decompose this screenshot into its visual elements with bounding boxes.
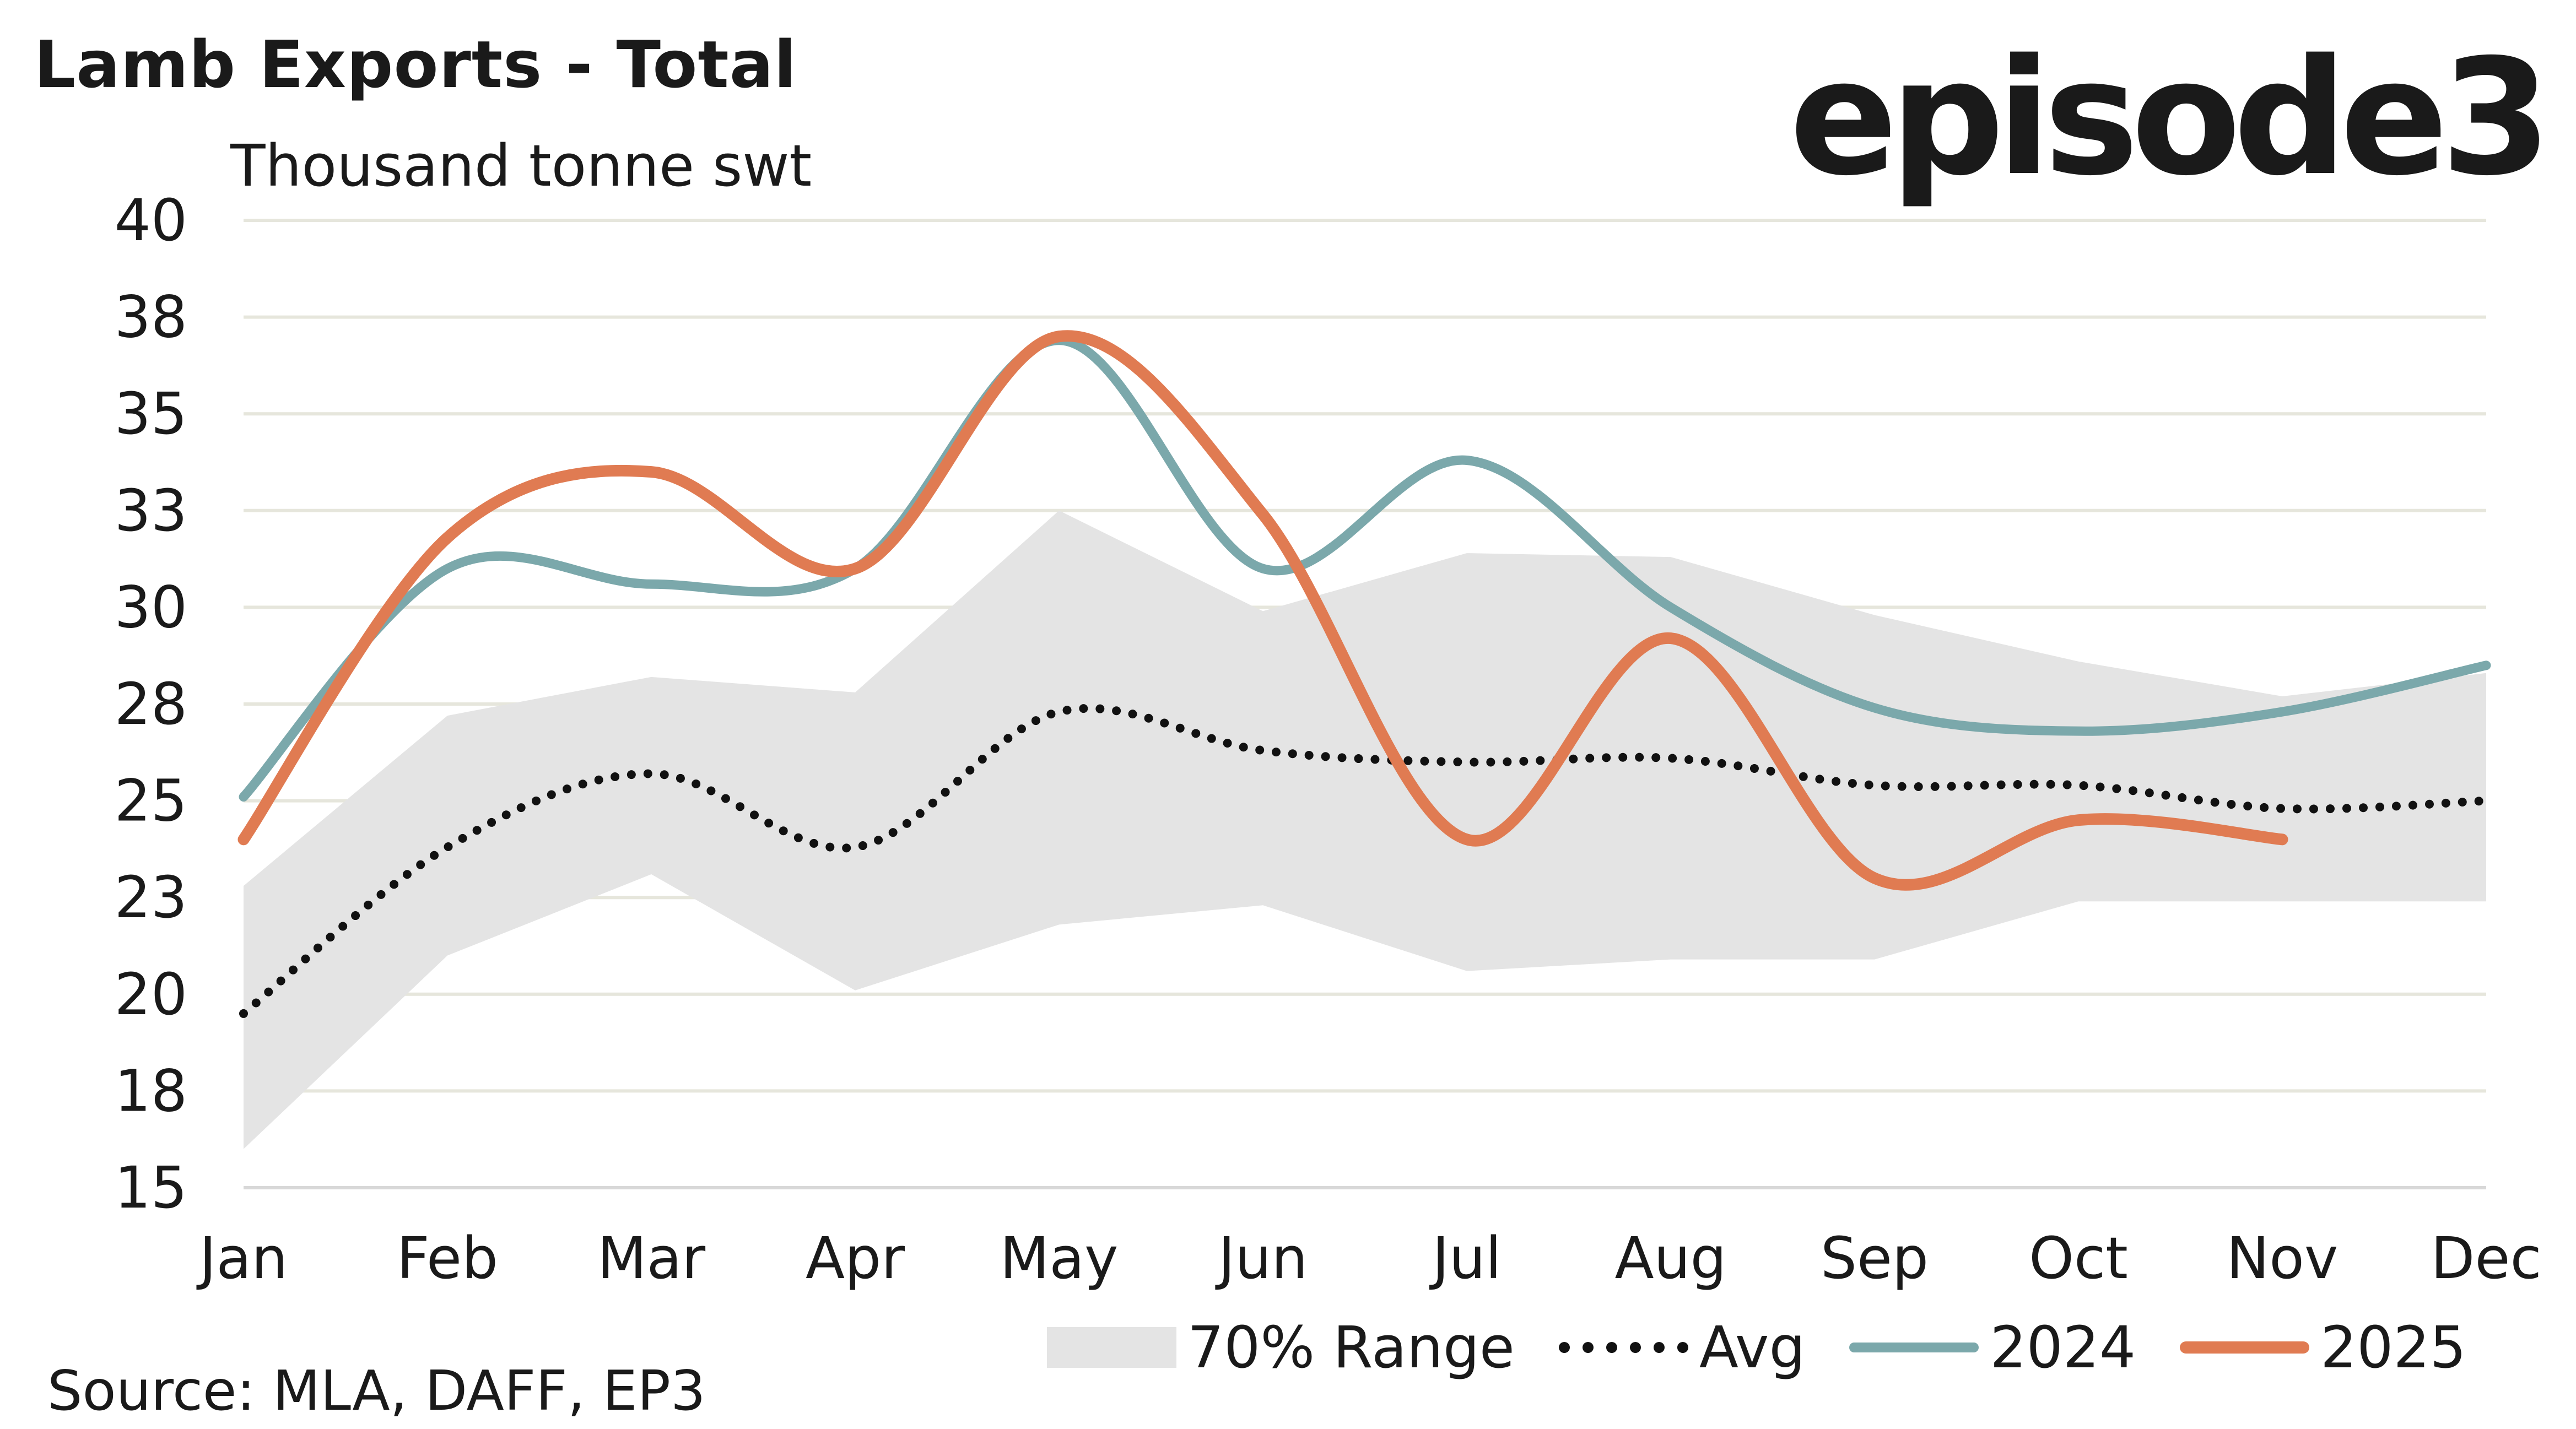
y-tick-label: 28 (115, 670, 187, 738)
legend: 70% Range Avg 2024 2025 (1047, 1314, 2466, 1381)
legend-label-2024: 2024 (1990, 1314, 2136, 1381)
series-line-2025 (237, 330, 2288, 891)
legend-item-range: 70% Range (1047, 1314, 1515, 1381)
x-tick-label: Oct (2029, 1225, 2128, 1292)
legend-swatch-2024 (1849, 1343, 1979, 1352)
chart-title: Lamb Exports - Total (34, 26, 797, 102)
legend-item-2025: 2025 (2180, 1314, 2466, 1381)
x-tick-label: Jun (1215, 1225, 1308, 1292)
legend-label-2025: 2025 (2320, 1314, 2466, 1381)
series-line-2024 (239, 335, 2491, 802)
range-band-area (244, 510, 2486, 1149)
x-tick-label: Sep (1821, 1225, 1929, 1292)
y-tick-label: 23 (115, 864, 187, 931)
x-tick-label: Feb (397, 1225, 498, 1292)
legend-swatch-2025 (2180, 1341, 2310, 1354)
x-tick-label: Jul (1429, 1225, 1501, 1292)
series-line-avg (239, 703, 2491, 1018)
y-tick-label: 15 (115, 1154, 187, 1221)
brand-logo: episode3 (1789, 25, 2552, 211)
x-tick-label: Aug (1614, 1225, 1726, 1292)
y-tick-label: 25 (115, 767, 187, 835)
legend-label-avg: Avg (1699, 1314, 1806, 1381)
y-tick-label: 38 (115, 284, 187, 351)
y-tick-label: 33 (115, 477, 187, 544)
source-note: Source: MLA, DAFF, EP3 (47, 1358, 706, 1423)
x-tick-label: Nov (2227, 1225, 2339, 1292)
x-tick-label: Jan (196, 1225, 288, 1292)
y-tick-label: 35 (115, 380, 187, 447)
legend-item-2024: 2024 (1849, 1314, 2136, 1381)
legend-swatch-avg (1558, 1342, 1688, 1353)
x-tick-label: Apr (806, 1225, 905, 1292)
x-tick-labels: Jan Feb Mar Apr May Jun Jul Aug Sep Oct Nov Dec (196, 1225, 2542, 1292)
y-tick-label: 30 (115, 573, 187, 641)
x-tick-label: May (1000, 1225, 1118, 1292)
y-tick-labels: 15 18 20 23 25 28 30 33 35 38 40 (115, 187, 187, 1221)
x-tick-label: Dec (2431, 1225, 2541, 1292)
x-tick-label: Mar (597, 1225, 705, 1292)
y-axis-unit-label: Thousand tonne swt (230, 132, 812, 199)
y-tick-label: 18 (115, 1057, 187, 1124)
legend-item-avg: Avg (1558, 1314, 1806, 1381)
y-tick-label: 20 (115, 961, 187, 1028)
legend-label-range: 70% Range (1187, 1314, 1515, 1381)
y-tick-label: 40 (115, 187, 187, 254)
legend-swatch-range (1047, 1327, 1176, 1368)
